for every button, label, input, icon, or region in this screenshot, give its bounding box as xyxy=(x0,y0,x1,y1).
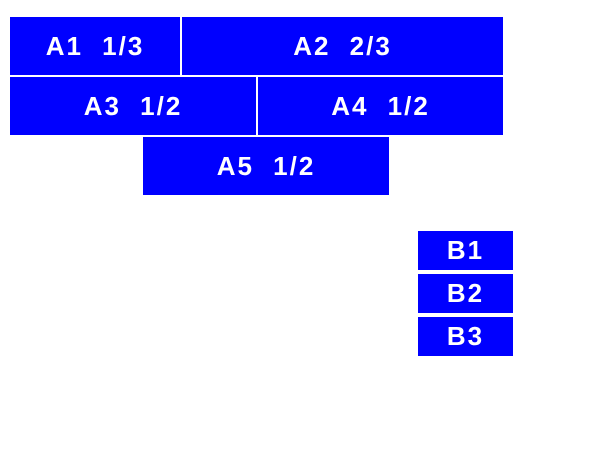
box-a5: A5 1/2 xyxy=(143,137,389,195)
box-a4: A4 1/2 xyxy=(258,77,503,135)
box-b1: B1 xyxy=(418,231,513,270)
box-b2: B2 xyxy=(418,274,513,313)
box-a1: A1 1/3 xyxy=(10,17,180,75)
box-b3: B3 xyxy=(418,317,513,356)
box-a2: A2 2/3 xyxy=(182,17,503,75)
box-a3: A3 1/2 xyxy=(10,77,256,135)
